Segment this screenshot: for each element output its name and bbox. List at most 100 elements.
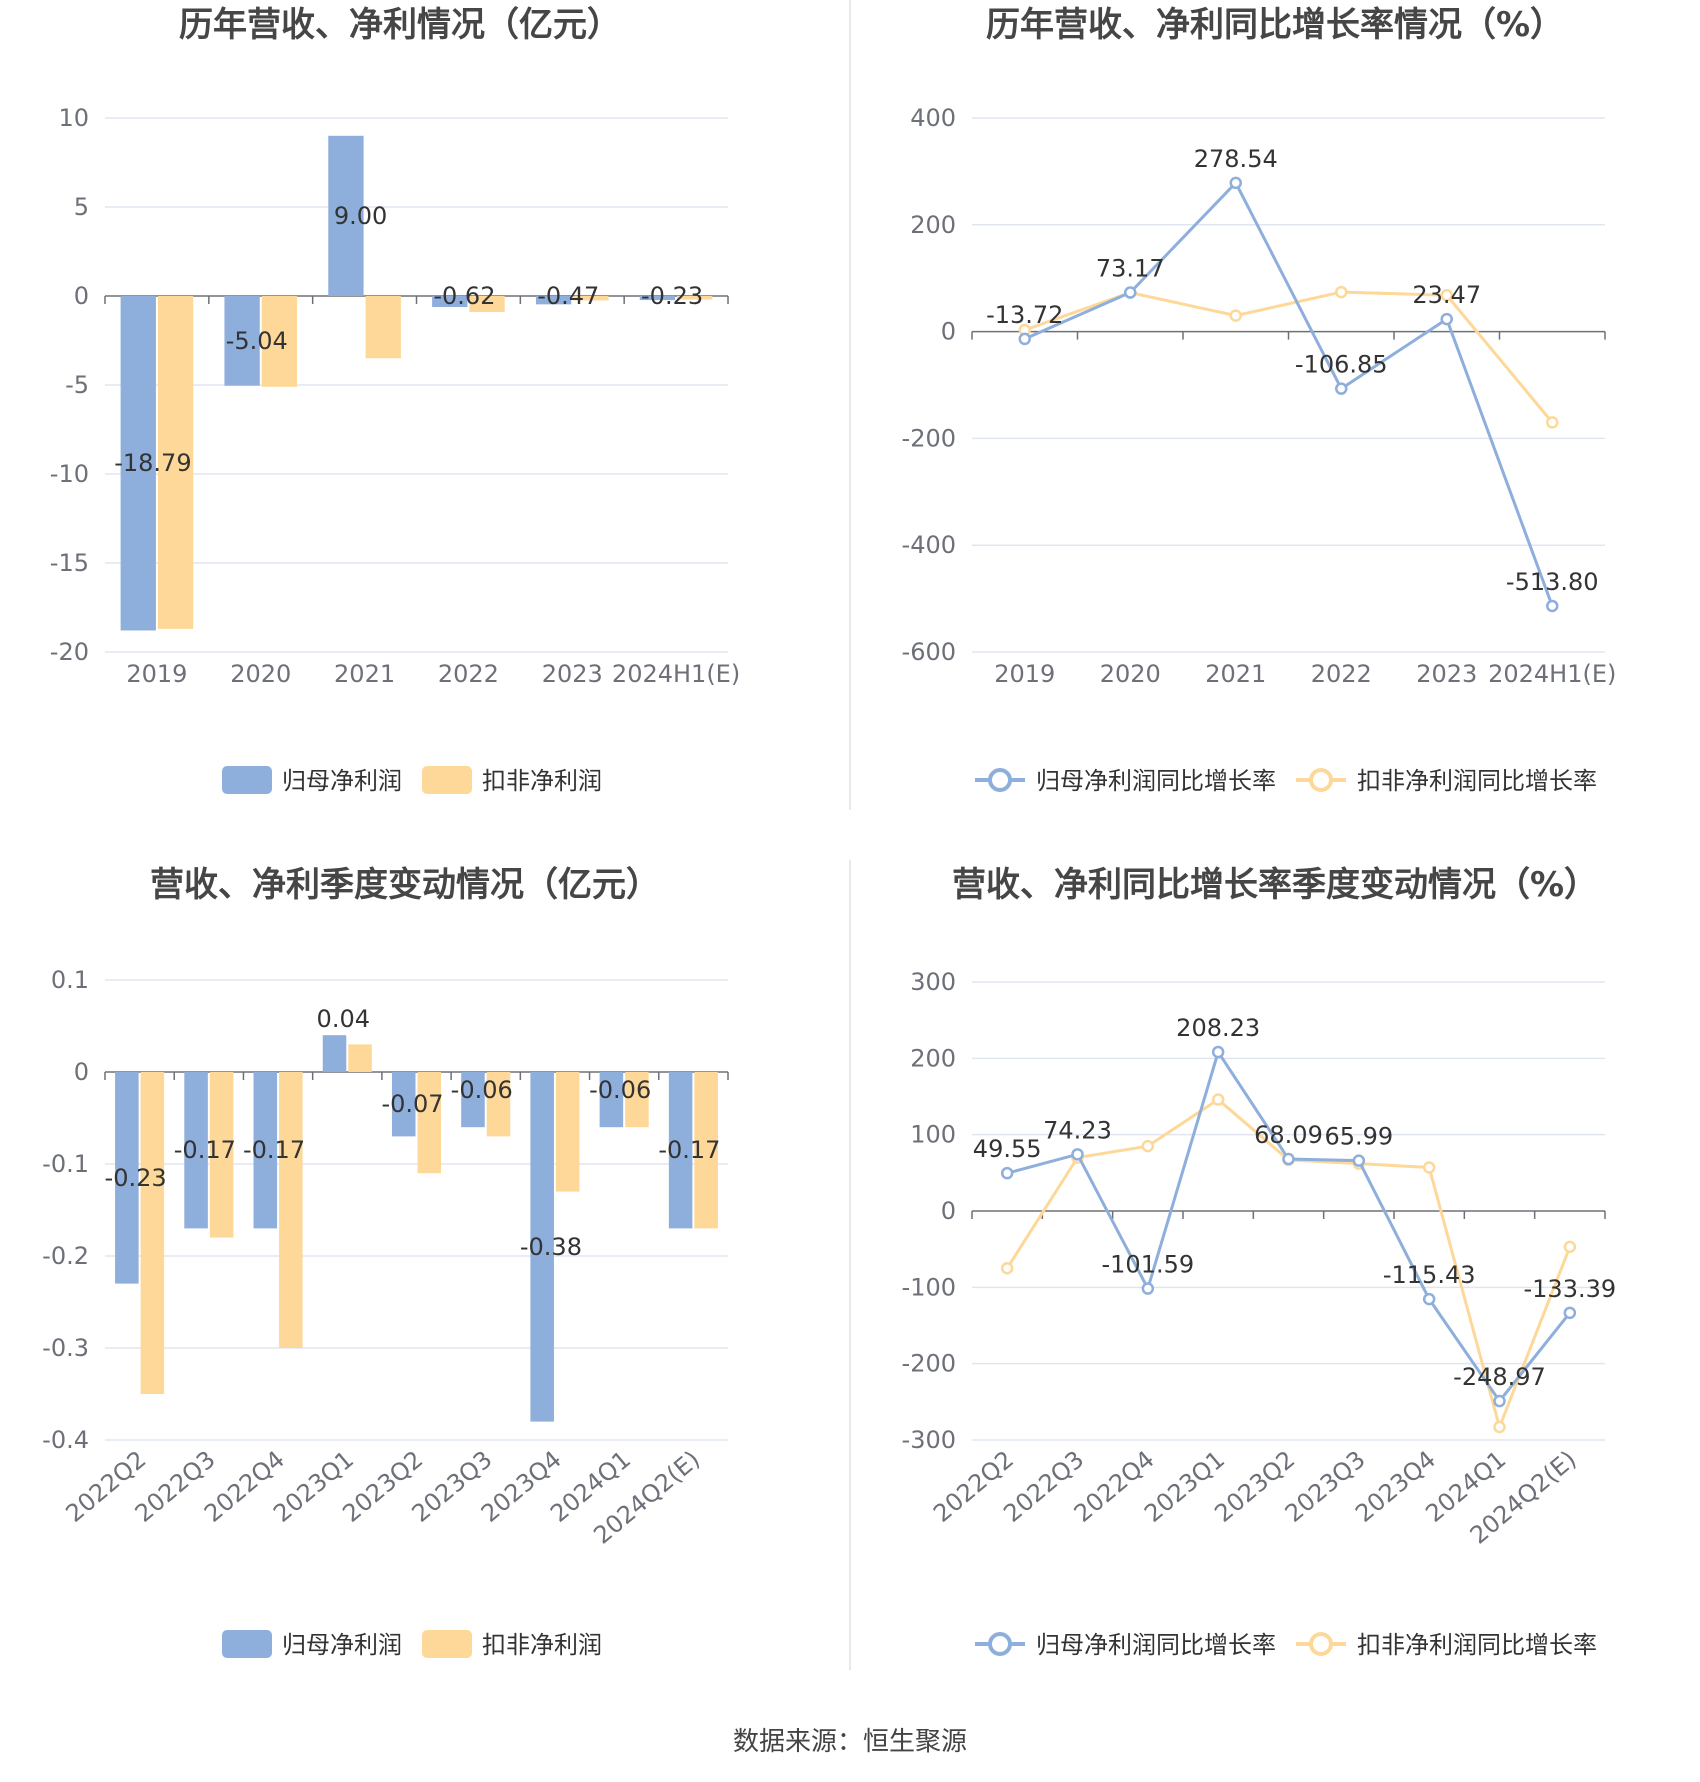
bar-deducted-net-profit xyxy=(573,296,609,301)
x-tick-label: 2022 xyxy=(1311,660,1372,688)
point-deducted-growth xyxy=(1141,1139,1155,1153)
point-net-profit-growth xyxy=(1440,312,1453,326)
data-source-note: 数据来源：恒生聚源 xyxy=(733,1727,967,1757)
point-deducted-growth xyxy=(1229,309,1242,322)
bar-deducted-net-profit xyxy=(625,1072,649,1128)
chart-panel-quarterly-growth: 营收、净利同比增长率季度变动情况（%） 300 200 100 0 -100 -200 -3… xyxy=(902,865,1617,1659)
y-tick-label: 10 xyxy=(58,104,89,132)
point-net-profit-growth xyxy=(1422,1292,1436,1306)
bar-deducted-net-profit xyxy=(261,296,298,387)
y-tick-label: -200 xyxy=(902,1350,956,1378)
bar-deducted-net-profit xyxy=(209,1072,234,1238)
y-tick-label: -15 xyxy=(50,549,89,577)
bar-net-profit xyxy=(120,296,156,631)
chart-legend: 归母净利润同比增长率 扣非净利润同比增长率 xyxy=(975,1631,1597,1659)
data-label: -0.17 xyxy=(174,1136,236,1164)
y-tick-label: 0.1 xyxy=(51,966,89,994)
legend-marker-blue xyxy=(988,768,1012,792)
point-deducted-growth xyxy=(1211,1093,1225,1106)
point-net-profit-growth xyxy=(1546,599,1559,613)
legend-item-series-2[interactable]: 扣非净利润同比增长率 xyxy=(1296,767,1597,795)
legend-item-series-2[interactable]: 扣非净利润 xyxy=(422,766,602,795)
x-tick-label: 2020 xyxy=(1100,660,1161,688)
point-net-profit-growth xyxy=(1335,382,1348,395)
legend-item-series-1[interactable]: 归母净利润 xyxy=(222,766,402,795)
bar-net-profit xyxy=(115,1072,139,1284)
legend-label: 归母净利润同比增长率 xyxy=(1036,767,1276,795)
point-net-profit-growth xyxy=(1493,1394,1506,1408)
y-tick-label: 100 xyxy=(910,1121,956,1149)
y-tick-label: 0 xyxy=(74,282,89,310)
y-tick-label: -400 xyxy=(902,531,956,559)
legend-item-series-1[interactable]: 归母净利润 xyxy=(222,1630,402,1659)
y-tick-label: -600 xyxy=(902,638,956,666)
point-deducted-growth xyxy=(1000,1262,1014,1275)
point-deducted-growth xyxy=(1546,416,1559,429)
bar-net-profit xyxy=(328,135,364,296)
bar-net-profit xyxy=(535,296,572,305)
point-deducted-growth xyxy=(1335,285,1348,299)
x-tick-label: 2023 xyxy=(1416,660,1477,688)
data-label: 68.09 xyxy=(1254,1121,1323,1149)
bar-net-profit xyxy=(184,1072,208,1229)
data-label: -0.06 xyxy=(451,1076,513,1104)
plot-area: 400 200 0 -200 -400 -600 2019 2020 2021 2022 2023 2… xyxy=(902,104,1617,688)
plot-area: 3002001000-100-200-3002022Q22022Q32022Q4… xyxy=(902,968,1617,1550)
series-line-deducted-growth xyxy=(1024,290,1554,424)
y-tick-label: -20 xyxy=(50,638,89,666)
legend-item-series-1[interactable]: 归母净利润同比增长率 xyxy=(975,767,1276,795)
legend-label: 扣非净利润 xyxy=(482,1631,602,1659)
bar-deducted-net-profit xyxy=(417,1072,442,1174)
bar-net-profit xyxy=(253,1072,278,1229)
data-label: 0.04 xyxy=(317,1005,370,1033)
data-label: 73.17 xyxy=(1096,255,1165,283)
legend-marker-orange xyxy=(1309,1632,1333,1656)
point-deducted-growth xyxy=(1493,1420,1506,1434)
y-tick-label: 0 xyxy=(941,318,956,346)
y-tick-label: -200 xyxy=(902,424,956,452)
data-label: -115.43 xyxy=(1383,1261,1476,1289)
bar-deducted-net-profit xyxy=(555,1072,580,1192)
data-label: -0.47 xyxy=(537,282,599,310)
bar-deducted-net-profit xyxy=(469,296,505,313)
chart-title: 营收、净利季度变动情况（亿元） xyxy=(150,865,660,905)
bar-deducted-net-profit xyxy=(279,1072,303,1348)
legend-label: 归母净利润同比增长率 xyxy=(1036,1631,1276,1659)
data-label: -0.38 xyxy=(520,1233,582,1261)
y-tick-label: -0.2 xyxy=(42,1242,89,1270)
y-tick-label: 200 xyxy=(910,1044,956,1072)
x-tick-label: 2019 xyxy=(126,660,187,688)
legend-swatch-blue xyxy=(222,1630,272,1658)
y-tick-label: -100 xyxy=(902,1273,956,1301)
plot-area: 10 5 0 -5 -10 -15 -20 2019 2020 2021 2022 2023 2024H… xyxy=(50,104,740,688)
y-tick-label: 5 xyxy=(74,193,89,221)
chart-title: 历年营收、净利同比增长率情况（%） xyxy=(986,5,1564,45)
point-net-profit-growth xyxy=(1229,176,1242,190)
bar-deducted-net-profit xyxy=(486,1072,511,1137)
chart-legend: 归母净利润同比增长率 扣非净利润同比增长率 xyxy=(975,767,1597,795)
x-tick-label: 2019 xyxy=(994,660,1055,688)
legend-item-series-2[interactable]: 扣非净利润同比增长率 xyxy=(1296,1631,1597,1659)
data-label: -0.23 xyxy=(641,282,703,310)
data-label: 9.00 xyxy=(334,202,387,230)
data-label: -101.59 xyxy=(1102,1251,1195,1279)
legend-label: 归母净利润 xyxy=(282,1631,402,1659)
y-tick-label: -10 xyxy=(50,460,89,488)
chart-title: 营收、净利同比增长率季度变动情况（%） xyxy=(952,865,1598,905)
chart-title: 历年营收、净利情况（亿元） xyxy=(179,5,621,45)
y-tick-label: -0.3 xyxy=(42,1334,89,1362)
bar-net-profit xyxy=(530,1072,554,1422)
bar-net-profit xyxy=(639,296,676,301)
data-label: -133.39 xyxy=(1524,1275,1617,1303)
point-net-profit-growth xyxy=(1071,1148,1084,1161)
data-label: 65.99 xyxy=(1324,1123,1393,1151)
y-tick-label: 0 xyxy=(941,1197,956,1225)
data-label: -248.97 xyxy=(1453,1363,1546,1391)
legend-item-series-1[interactable]: 归母净利润同比增长率 xyxy=(975,1631,1276,1659)
legend-item-series-2[interactable]: 扣非净利润 xyxy=(422,1630,602,1659)
bar-net-profit xyxy=(432,296,468,308)
point-net-profit-growth xyxy=(1282,1152,1295,1166)
legend-swatch-blue xyxy=(222,766,272,794)
data-label: 23.47 xyxy=(1412,281,1481,309)
point-net-profit-growth xyxy=(1141,1282,1155,1295)
